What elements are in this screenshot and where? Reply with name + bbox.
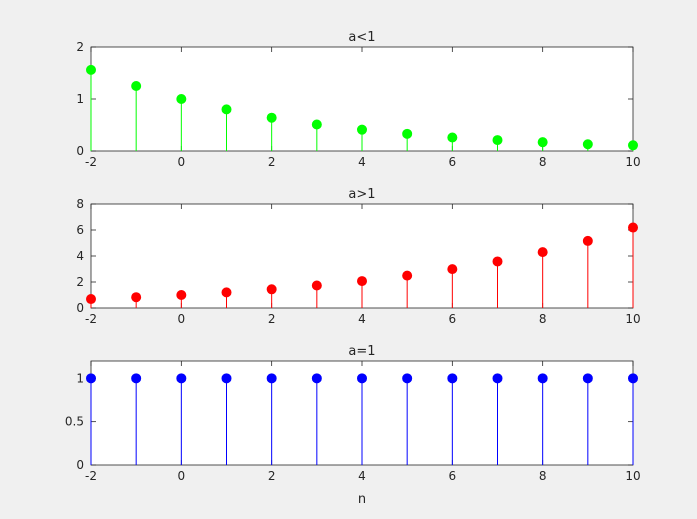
x-tick-label: 8 <box>539 469 547 483</box>
stem-marker <box>402 270 413 281</box>
x-tick-label: 0 <box>178 155 186 169</box>
stem-marker <box>402 128 413 139</box>
stem-marker <box>582 373 593 384</box>
subplot-title: a=1 <box>348 344 375 359</box>
stem-marker <box>402 373 413 384</box>
stem-marker <box>86 64 96 75</box>
y-tick-label: 2 <box>76 40 84 54</box>
stem-marker <box>131 373 142 384</box>
stem-marker <box>311 280 322 291</box>
x-tick-label: 10 <box>625 155 640 169</box>
stem-marker <box>131 292 142 303</box>
x-tick-label: 10 <box>625 469 640 483</box>
x-tick-label: 4 <box>358 312 366 326</box>
x-tick-label: 4 <box>358 469 366 483</box>
x-tick-label: 8 <box>539 155 547 169</box>
y-tick-label: 1 <box>76 92 84 106</box>
stem-marker <box>582 139 593 150</box>
stem-marker <box>176 94 187 104</box>
y-tick-label: 0 <box>76 458 84 472</box>
stem-marker <box>266 373 277 384</box>
stem-marker <box>266 112 277 123</box>
stem-marker <box>176 373 187 384</box>
stem-marker <box>628 373 638 384</box>
x-axis-label: n <box>358 492 366 507</box>
subplot-title: a>1 <box>348 187 375 202</box>
x-tick-label: 2 <box>268 469 276 483</box>
stem-marker <box>628 140 638 151</box>
stem-marker <box>311 119 322 130</box>
stem-marker <box>582 235 593 246</box>
stem-marker <box>492 256 503 267</box>
x-tick-label: 10 <box>625 312 640 326</box>
x-tick-label: 6 <box>449 469 457 483</box>
stem-marker <box>537 137 548 148</box>
x-tick-label: -2 <box>85 469 97 483</box>
x-tick-label: 0 <box>178 469 186 483</box>
stem-marker <box>537 373 548 384</box>
y-tick-label: 0.5 <box>65 415 84 429</box>
stem-marker <box>357 276 367 287</box>
stem-marker <box>492 135 503 146</box>
stem-marker <box>447 264 458 275</box>
stem-marker <box>131 81 142 91</box>
x-tick-label: 2 <box>268 155 276 169</box>
stem-marker <box>311 373 322 384</box>
stem-marker <box>357 124 367 135</box>
y-tick-label: 6 <box>76 223 84 237</box>
stem-marker <box>176 290 187 300</box>
stem-marker <box>628 222 638 233</box>
stem-marker <box>221 104 232 115</box>
y-tick-label: 1 <box>76 371 84 385</box>
stem-marker <box>537 247 548 258</box>
y-tick-label: 0 <box>76 301 84 315</box>
y-tick-label: 2 <box>76 275 84 289</box>
x-tick-label: 6 <box>449 155 457 169</box>
stem-marker <box>447 132 458 143</box>
y-tick-label: 4 <box>76 249 84 263</box>
x-tick-label: -2 <box>85 155 97 169</box>
x-tick-label: 2 <box>268 312 276 326</box>
x-tick-label: 4 <box>358 155 366 169</box>
x-tick-label: 8 <box>539 312 547 326</box>
stem-marker <box>266 284 277 295</box>
x-tick-label: 6 <box>449 312 457 326</box>
stem-marker <box>221 373 232 384</box>
stem-marker <box>86 294 96 305</box>
stem-marker <box>86 373 96 384</box>
subplot-title: a<1 <box>348 30 375 45</box>
stem-marker <box>447 373 458 384</box>
y-tick-label: 0 <box>76 144 84 158</box>
y-tick-label: 8 <box>76 197 84 211</box>
stem-marker <box>492 373 503 384</box>
stem-marker <box>221 287 232 298</box>
x-tick-label: 0 <box>178 312 186 326</box>
stem-marker <box>357 373 367 384</box>
x-tick-label: -2 <box>85 312 97 326</box>
